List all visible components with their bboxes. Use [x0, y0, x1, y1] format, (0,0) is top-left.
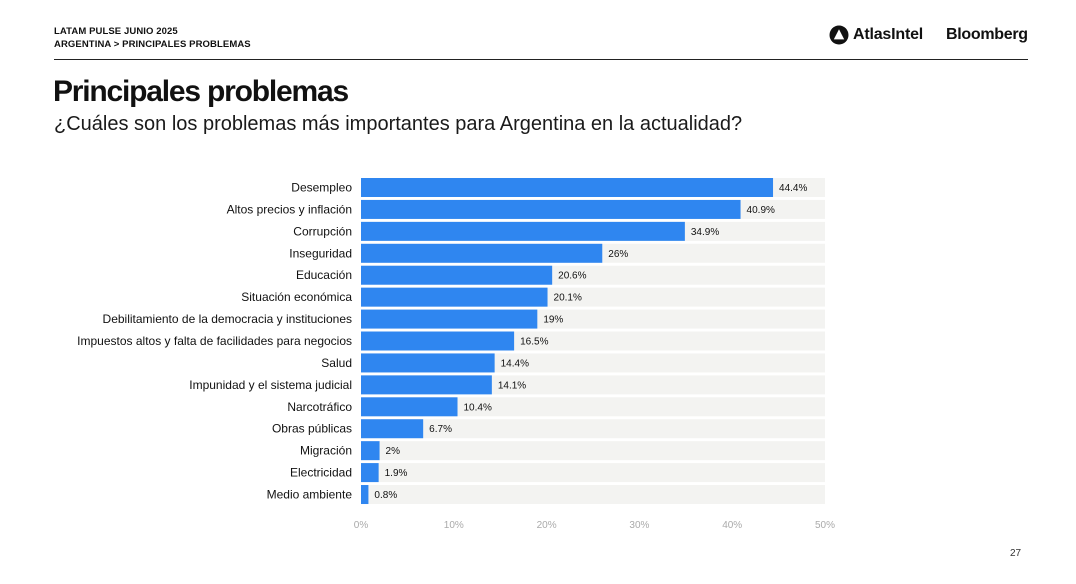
- bar: [361, 353, 495, 373]
- bar: [361, 441, 380, 461]
- bar-track: [361, 419, 825, 439]
- category-label: Impuestos altos y falta de facilidades p…: [77, 334, 352, 348]
- atlasintel-logo: AtlasIntel: [829, 25, 923, 45]
- data-label: 34.9%: [691, 227, 719, 238]
- x-tick-label: 20%: [537, 520, 557, 531]
- bar: [361, 221, 685, 241]
- bar-track: [361, 463, 825, 483]
- bar: [361, 243, 603, 263]
- category-label: Salud: [321, 356, 352, 370]
- x-tick-label: 40%: [722, 520, 742, 531]
- category-label: Electricidad: [290, 466, 352, 480]
- atlasintel-logo-text: AtlasIntel: [853, 26, 924, 43]
- header-breadcrumb: LATAM PULSE JUNIO 2025 ARGENTINA > PRINC…: [54, 25, 251, 51]
- category-label: Altos precios y inflación: [227, 202, 352, 216]
- bar: [361, 375, 492, 395]
- category-label: Narcotráfico: [287, 400, 352, 414]
- bar: [361, 309, 538, 329]
- category-label: Educación: [296, 268, 352, 282]
- bar: [361, 485, 369, 505]
- category-label: Inseguridad: [289, 246, 352, 260]
- page-number: 27: [1010, 548, 1022, 559]
- category-label: Obras públicas: [272, 422, 352, 436]
- category-label: Corrupción: [293, 224, 352, 238]
- data-label: 10.4%: [464, 402, 492, 413]
- data-label: 2%: [386, 446, 401, 457]
- data-label: 19%: [543, 315, 563, 326]
- x-tick-label: 0%: [354, 520, 369, 531]
- data-label: 14.4%: [501, 358, 529, 369]
- category-label: Impunidad y el sistema judicial: [189, 378, 352, 392]
- data-label: 6.7%: [429, 424, 452, 435]
- report-name: LATAM PULSE JUNIO 2025: [54, 26, 178, 37]
- data-label: 40.9%: [747, 205, 775, 216]
- bar: [361, 287, 548, 307]
- page-subtitle: ¿Cuáles son los problemas más importante…: [54, 113, 743, 135]
- bar-track: [361, 397, 825, 417]
- category-label: Medio ambiente: [267, 488, 353, 502]
- bloomberg-logo: Bloomberg: [946, 26, 1028, 43]
- x-tick-label: 50%: [815, 520, 835, 531]
- bar: [361, 331, 515, 351]
- bar: [361, 463, 379, 483]
- data-label: 14.1%: [498, 380, 526, 391]
- data-label: 1.9%: [385, 468, 408, 479]
- bar: [361, 419, 424, 439]
- header-divider: [54, 59, 1028, 60]
- data-label: 20.1%: [554, 293, 582, 304]
- data-label: 44.4%: [779, 183, 807, 194]
- page-title: Principales problemas: [53, 75, 349, 108]
- bar: [361, 265, 553, 285]
- bar: [361, 178, 774, 197]
- x-tick-label: 30%: [629, 520, 649, 531]
- data-label: 0.8%: [374, 490, 397, 501]
- bar-track: [361, 485, 825, 505]
- bar: [361, 397, 458, 417]
- atlasintel-logo-icon: [829, 25, 849, 45]
- data-label: 20.6%: [558, 271, 586, 282]
- breadcrumb: ARGENTINA > PRINCIPALES PROBLEMAS: [54, 39, 251, 50]
- data-label: 26%: [608, 249, 628, 260]
- bar: [361, 199, 741, 219]
- data-label: 16.5%: [520, 337, 548, 348]
- bar-track: [361, 441, 825, 461]
- category-label: Desempleo: [291, 181, 352, 195]
- category-label: Migración: [300, 444, 352, 458]
- category-label: Debilitamiento de la democracia y instit…: [103, 312, 352, 326]
- x-tick-label: 10%: [444, 520, 464, 531]
- category-label: Situación económica: [241, 290, 352, 304]
